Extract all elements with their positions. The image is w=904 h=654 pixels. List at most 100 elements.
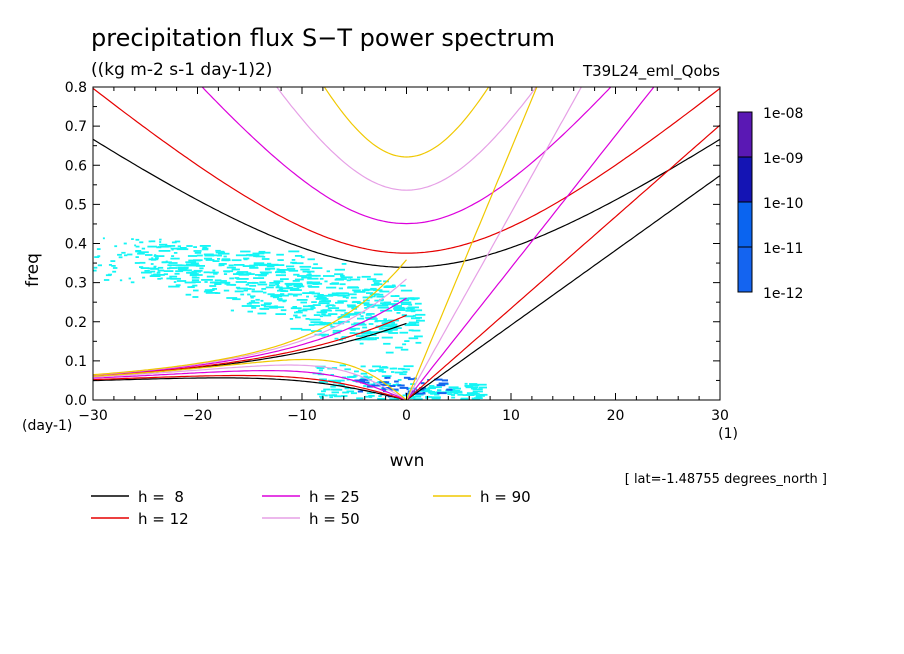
spectrum-cell bbox=[339, 364, 346, 367]
spectrum-cell bbox=[411, 329, 421, 332]
spectrum-cell bbox=[369, 334, 377, 336]
spectrum-cell bbox=[312, 282, 323, 285]
spectrum-cell bbox=[174, 257, 180, 260]
spectrum-cell bbox=[357, 276, 361, 279]
spectrum-cell bbox=[193, 246, 197, 248]
spectrum-cell bbox=[337, 300, 348, 303]
spectrum-cell bbox=[159, 238, 162, 241]
spectrum-cell bbox=[368, 395, 375, 397]
curve-kelvin-h8 bbox=[406, 175, 720, 400]
spectrum-cell bbox=[307, 277, 319, 280]
spectrum-cell bbox=[194, 262, 199, 265]
spectrum-cell bbox=[286, 265, 295, 268]
spectrum-cell bbox=[367, 338, 377, 341]
spectrum-cell bbox=[289, 289, 302, 291]
spectrum-cell bbox=[431, 392, 438, 395]
spectrum-cell bbox=[416, 319, 425, 322]
spectrum-cell bbox=[226, 297, 238, 299]
spectrum-cell bbox=[234, 290, 244, 293]
spectrum-cell bbox=[356, 335, 363, 337]
spectrum-cell bbox=[411, 317, 420, 320]
spectrum-cell bbox=[292, 280, 300, 282]
spectrum-cell bbox=[175, 264, 185, 267]
spectrum-cell bbox=[260, 299, 264, 302]
spectrum-cell bbox=[454, 392, 458, 394]
spectrum-cell bbox=[374, 320, 379, 323]
spectrum-core-cell bbox=[406, 388, 409, 391]
spectrum-cell bbox=[345, 296, 349, 299]
spectrum-cell bbox=[350, 296, 357, 299]
spectrum-cell bbox=[412, 395, 422, 398]
spectrum-cell bbox=[214, 283, 222, 285]
spectrum-cell bbox=[157, 269, 165, 272]
spectrum-cell bbox=[151, 257, 154, 260]
spectrum-cell bbox=[338, 384, 342, 386]
spectrum-cell bbox=[377, 304, 386, 307]
spectrum-cell bbox=[177, 245, 181, 248]
spectrum-cell bbox=[386, 285, 392, 288]
spectrum-cell bbox=[179, 247, 187, 249]
spectrum-cell bbox=[344, 387, 349, 390]
spectrum-cell bbox=[470, 384, 480, 387]
spectrum-cell bbox=[154, 257, 159, 259]
spectrum-cell bbox=[243, 289, 248, 292]
spectrum-cell bbox=[247, 293, 251, 296]
spectrum-cell bbox=[407, 306, 419, 309]
run-label: T39L24_eml_Qobs bbox=[582, 62, 720, 81]
spectrum-cell bbox=[150, 240, 156, 243]
spectrum-cell bbox=[280, 293, 285, 295]
spectrum-cell bbox=[168, 262, 178, 264]
spectrum-cell bbox=[321, 390, 326, 393]
spectrum-cell bbox=[363, 385, 367, 387]
spectrum-cell bbox=[286, 268, 296, 270]
spectrum-core-cell bbox=[394, 380, 399, 383]
spectrum-core-cell bbox=[441, 379, 448, 382]
spectrum-cell bbox=[255, 255, 264, 258]
spectrum-cell bbox=[251, 290, 264, 293]
spectrum-cell bbox=[399, 331, 409, 334]
spectrum-cell bbox=[185, 261, 197, 264]
spectrum-cell bbox=[357, 317, 365, 320]
curve-ig-h25 bbox=[201, 87, 612, 225]
spectrum-cell bbox=[201, 248, 209, 251]
spectrum-cell bbox=[307, 274, 317, 277]
spectrum-cell bbox=[303, 305, 315, 308]
spectrum-cell bbox=[162, 261, 167, 264]
spectrum-cell bbox=[245, 283, 249, 286]
spectrum-cell bbox=[150, 268, 160, 270]
spectrum-cell bbox=[393, 300, 399, 303]
spectrum-cell bbox=[223, 270, 234, 273]
spectrum-cell bbox=[160, 245, 169, 248]
spectrum-cell bbox=[394, 309, 406, 311]
spectrum-cell bbox=[376, 295, 385, 298]
spectrum-cell bbox=[316, 367, 325, 369]
spectrum-cell bbox=[163, 270, 174, 272]
spectrum-cell bbox=[405, 307, 415, 310]
spectrum-core-cell bbox=[371, 384, 380, 387]
spectrum-cell bbox=[230, 284, 237, 286]
spectrum-cell bbox=[233, 273, 241, 275]
curve-er-h90 bbox=[93, 358, 407, 400]
curve-ig-h90 bbox=[323, 87, 490, 158]
spectrum-cell bbox=[274, 305, 278, 308]
spectrum-cell bbox=[209, 285, 217, 287]
spectrum-cell bbox=[401, 368, 410, 371]
spectrum-cell bbox=[347, 286, 360, 289]
spectrum-cell bbox=[414, 302, 422, 305]
spectrum-cell bbox=[350, 278, 361, 281]
spectrum-cell bbox=[144, 270, 150, 272]
spectrum-cell bbox=[290, 288, 300, 290]
spectrum-cell bbox=[365, 316, 375, 319]
spectrum-cell bbox=[341, 263, 347, 265]
spectrum-cell bbox=[259, 307, 270, 310]
spectrum-cell bbox=[140, 267, 150, 269]
chart-subtitle: ((kg m-2 s-1 day-1)2) bbox=[91, 60, 272, 80]
spectrum-cell bbox=[347, 276, 352, 279]
spectrum-cell bbox=[415, 341, 422, 344]
spectrum-cell bbox=[350, 392, 357, 395]
spectrum-cell bbox=[221, 258, 231, 261]
spectrum-core-cell bbox=[385, 376, 391, 379]
spectrum-cell bbox=[347, 305, 359, 308]
spectrum-cell bbox=[301, 276, 312, 279]
spectrum-cell bbox=[447, 393, 453, 395]
